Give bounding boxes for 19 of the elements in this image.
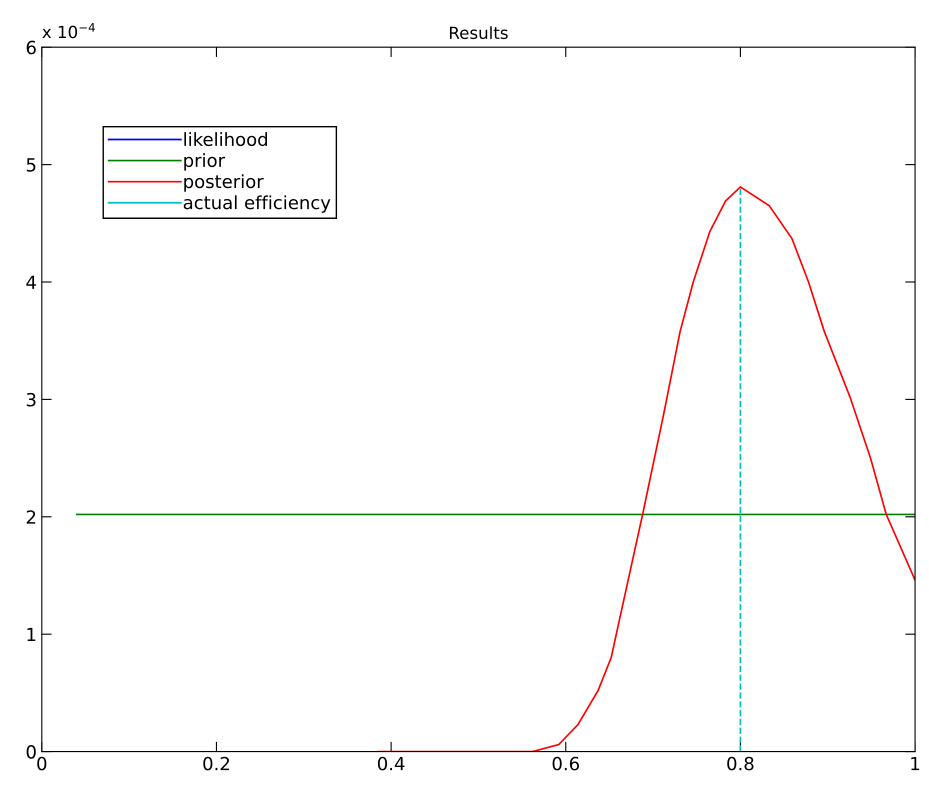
y-tick-label: 4 — [26, 276, 36, 289]
x-tick-label: 1 — [911, 757, 920, 770]
y-tick-label: 2 — [26, 510, 36, 524]
chart-title: Results — [450, 26, 508, 40]
legend-label: actual efficiency — [184, 195, 330, 213]
x-tick-label: 0.6 — [552, 756, 579, 770]
text: x 10$^{−4}$ — [42, 23, 95, 38]
x-tick-label: 0 — [37, 756, 46, 770]
y-tick-label: 5 — [26, 158, 36, 172]
x-tick-label: 0.4 — [378, 756, 404, 770]
y-tick-label: 0 — [26, 745, 36, 759]
legend-label: prior — [184, 153, 226, 171]
legend-label: likelihood — [184, 132, 268, 146]
x-tick-label: 0.8 — [727, 756, 754, 770]
y-tick-label: 3 — [26, 392, 36, 407]
y-tick-label: 6 — [26, 40, 36, 54]
legend-label: posterior — [184, 174, 264, 192]
y-tick-label: 1 — [27, 628, 36, 642]
x-tick-label: 0.2 — [203, 756, 230, 770]
